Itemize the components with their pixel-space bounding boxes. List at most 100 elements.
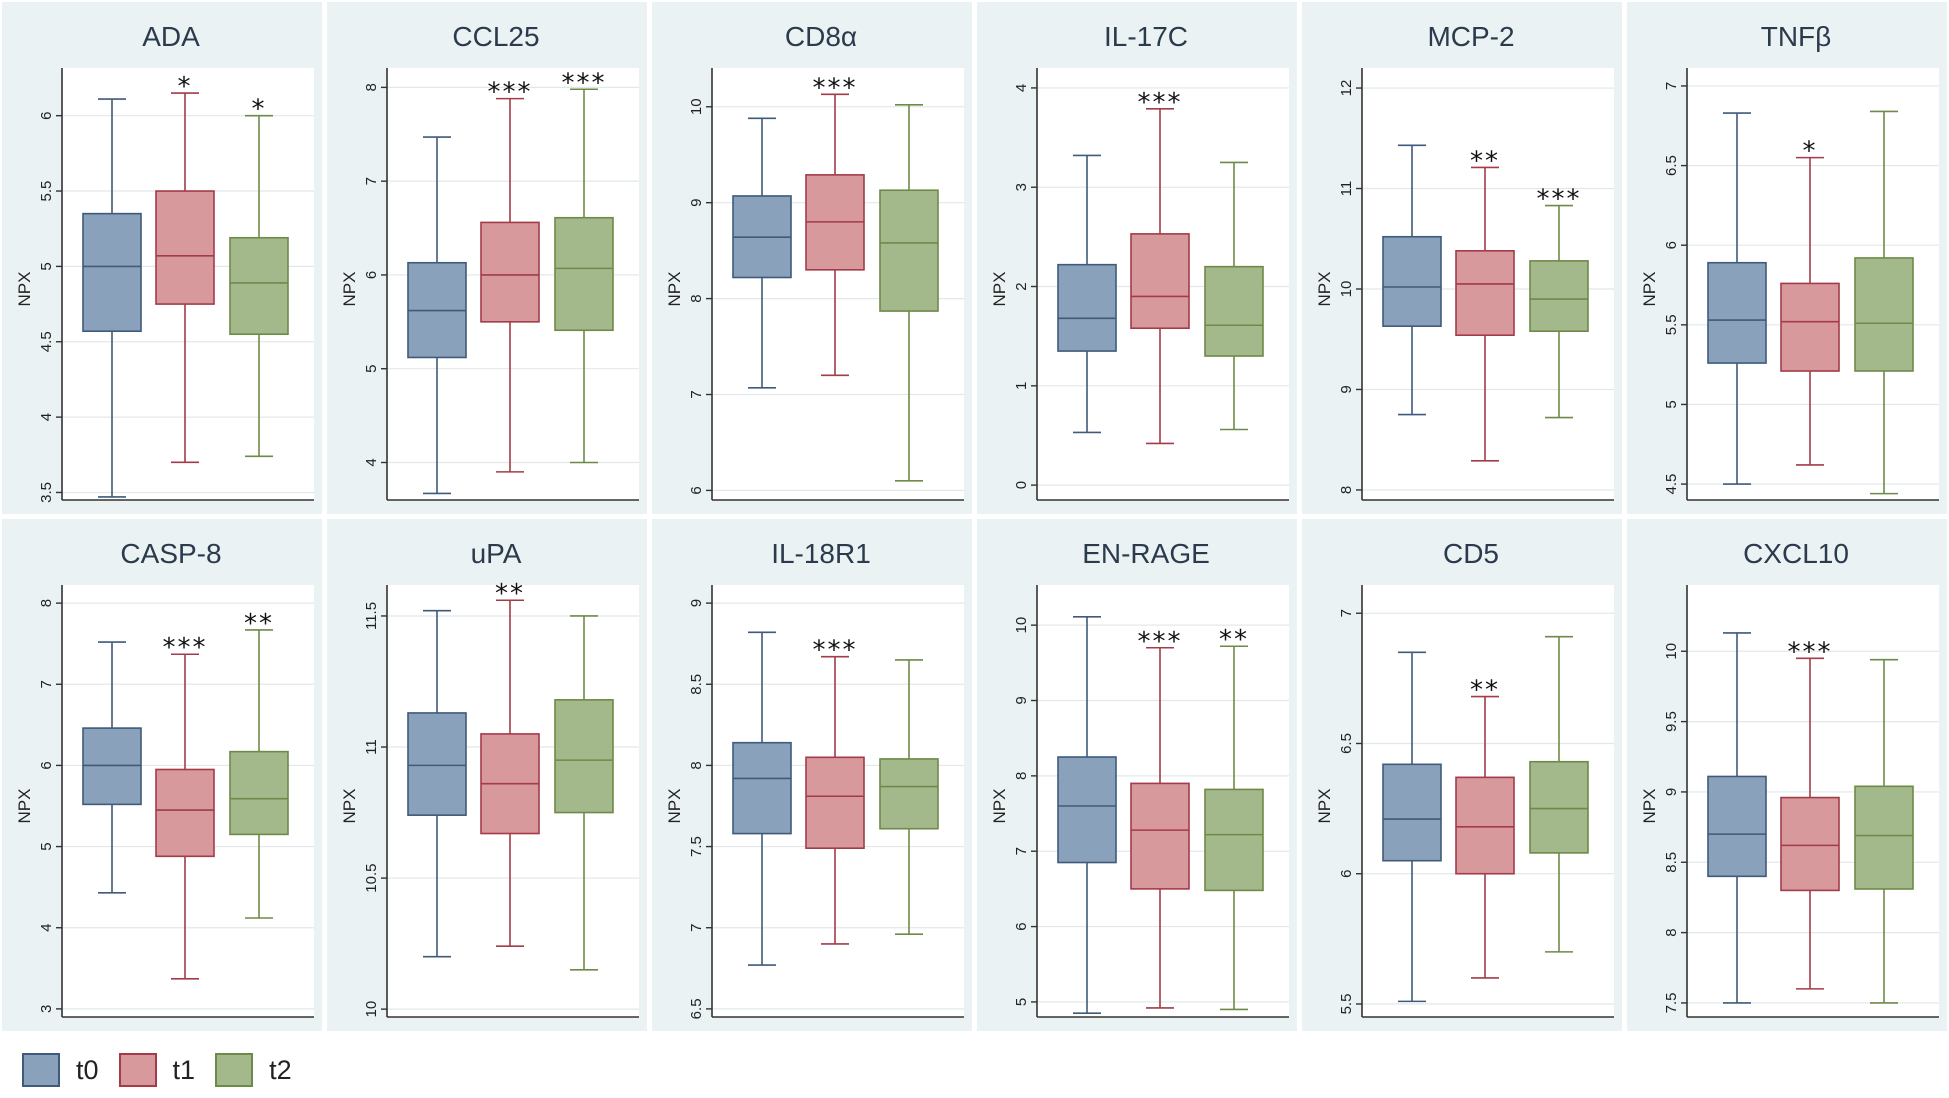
- legend-label-t1: t1: [172, 1054, 196, 1085]
- y-tick-label: 8: [363, 83, 380, 91]
- panel-title: IL-18R1: [771, 538, 871, 569]
- y-axis-label: NPX: [665, 272, 684, 307]
- box-t2: [1529, 635, 1589, 953]
- significance-marker: ***: [1138, 88, 1183, 118]
- y-tick-label: 7: [1663, 82, 1680, 90]
- boxplot-svg: CCL25 NPX 4 5 6 7 8 *** ***: [340, 21, 639, 501]
- box-t2: **: [229, 609, 289, 919]
- y-tick-label: 9: [688, 599, 705, 607]
- box-t0: [1057, 616, 1117, 1015]
- y-axis-label: NPX: [1640, 789, 1659, 824]
- y-tick-label: 6.5: [1663, 155, 1680, 176]
- y-axis-label: NPX: [1315, 272, 1334, 307]
- y-tick-label: 6.5: [688, 998, 705, 1019]
- y-tick-label: 5.5: [1663, 314, 1680, 335]
- y-tick-label: 8.5: [688, 674, 705, 695]
- significance-marker: ***: [488, 78, 533, 108]
- y-tick-label: 7: [1338, 609, 1355, 617]
- y-tick-label: 6: [363, 271, 380, 279]
- y-tick-label: 8: [688, 294, 705, 302]
- y-axis-label: NPX: [340, 789, 359, 824]
- y-tick-label: 7: [363, 177, 380, 185]
- y-tick-label: 7: [38, 680, 55, 688]
- iqr-box: [82, 212, 142, 332]
- y-axis-label: NPX: [665, 789, 684, 824]
- y-tick-label: 5: [1663, 400, 1680, 408]
- y-tick-label: 10.5: [363, 863, 380, 892]
- significance-marker: ***: [813, 73, 858, 103]
- iqr-box: [554, 216, 614, 332]
- y-tick-label: 2: [1013, 282, 1030, 290]
- boxplot-panel: CASP-8 NPX 3 4 5 6 7 8 *** **: [2, 519, 322, 1031]
- box-t2: [1204, 161, 1264, 431]
- significance-marker: *: [1803, 137, 1818, 167]
- box-t1: ***: [155, 633, 215, 980]
- y-tick-label: 5: [38, 842, 55, 850]
- y-tick-label: 5: [38, 262, 55, 270]
- boxplot-svg: IL-17C NPX 0 1 2 3 4 ***: [990, 21, 1289, 501]
- y-tick-label: 11.5: [363, 602, 380, 630]
- box-t0: [1382, 651, 1442, 1003]
- legend-label-t0: t0: [76, 1054, 99, 1085]
- box-t0: [407, 136, 467, 495]
- y-tick-label: 10: [1338, 281, 1355, 298]
- box-t2: [879, 104, 939, 482]
- box-t1: ***: [1130, 627, 1190, 1009]
- iqr-box: [1455, 250, 1515, 337]
- panel-title: ADA: [142, 21, 200, 52]
- y-tick-label: 5: [1013, 998, 1030, 1006]
- box-t2: [554, 615, 614, 971]
- y-tick-label: 1: [1013, 382, 1030, 390]
- y-tick-label: 0: [1013, 481, 1030, 489]
- y-tick-label: 8: [688, 761, 705, 769]
- y-tick-label: 6.5: [1338, 733, 1355, 754]
- box-t2: [1854, 110, 1914, 495]
- box-t2: ***: [1529, 185, 1589, 419]
- iqr-box: [554, 699, 614, 814]
- legend-swatch-t1: [118, 1053, 157, 1087]
- y-tick-label: 9: [688, 199, 705, 207]
- iqr-box: [1780, 796, 1840, 892]
- y-tick-label: 5.5: [1338, 994, 1355, 1015]
- box-t1: ***: [480, 78, 540, 473]
- box-t1: *: [1780, 137, 1840, 466]
- iqr-box: [1780, 282, 1840, 372]
- panel-title: MCP-2: [1427, 21, 1514, 52]
- y-tick-label: 4: [1013, 84, 1030, 92]
- box-t1: ***: [805, 73, 865, 377]
- boxplot-panel: TNFβ NPX 4.5 5 5.5 6 6.5 7 *: [1627, 2, 1947, 514]
- y-tick-label: 9: [1338, 385, 1355, 393]
- y-tick-label: 4: [363, 458, 380, 466]
- significance-marker: *: [252, 95, 267, 125]
- y-axis-label: NPX: [990, 789, 1009, 824]
- box-t1: **: [1455, 146, 1515, 462]
- y-tick-label: 10: [688, 98, 705, 115]
- y-tick-label: 12: [1338, 80, 1355, 97]
- legend-item-t2: t2: [215, 1053, 292, 1087]
- y-tick-label: 5.5: [38, 181, 55, 202]
- boxplot-panel: ADA NPX 3.5 4 4.5 5 5.5 6 * *: [2, 2, 322, 514]
- box-t0: [1057, 154, 1117, 434]
- significance-marker: ***: [1138, 627, 1183, 657]
- y-tick-label: 8: [38, 599, 55, 607]
- y-tick-label: 7: [688, 924, 705, 932]
- y-tick-label: 11: [1338, 181, 1355, 197]
- panel-title: CD8α: [785, 21, 857, 52]
- box-t2: **: [1204, 625, 1264, 1011]
- boxplot-panel: CXCL10 NPX 7.5 8 8.5 9 9.5 10 ***: [1627, 519, 1947, 1031]
- box-t2: ***: [554, 68, 614, 464]
- iqr-box: [879, 758, 939, 830]
- significance-marker: **: [244, 609, 274, 639]
- iqr-box: [407, 712, 467, 816]
- y-tick-label: 6: [1663, 241, 1680, 249]
- boxplot-panel: IL-17C NPX 0 1 2 3 4 ***: [977, 2, 1297, 514]
- y-tick-label: 10: [363, 1001, 380, 1018]
- y-tick-label: 5: [363, 365, 380, 373]
- legend: t0 t1 t2: [22, 1048, 312, 1092]
- y-tick-label: 8: [1663, 928, 1680, 936]
- boxplot-panel: IL-18R1 NPX 6.5 7 7.5 8 8.5 9 ***: [652, 519, 972, 1031]
- box-t1: *: [155, 72, 215, 464]
- boxplot-panel: uPA NPX 10 10.5 11 11.5 **: [327, 519, 647, 1031]
- y-axis-label: NPX: [15, 789, 34, 824]
